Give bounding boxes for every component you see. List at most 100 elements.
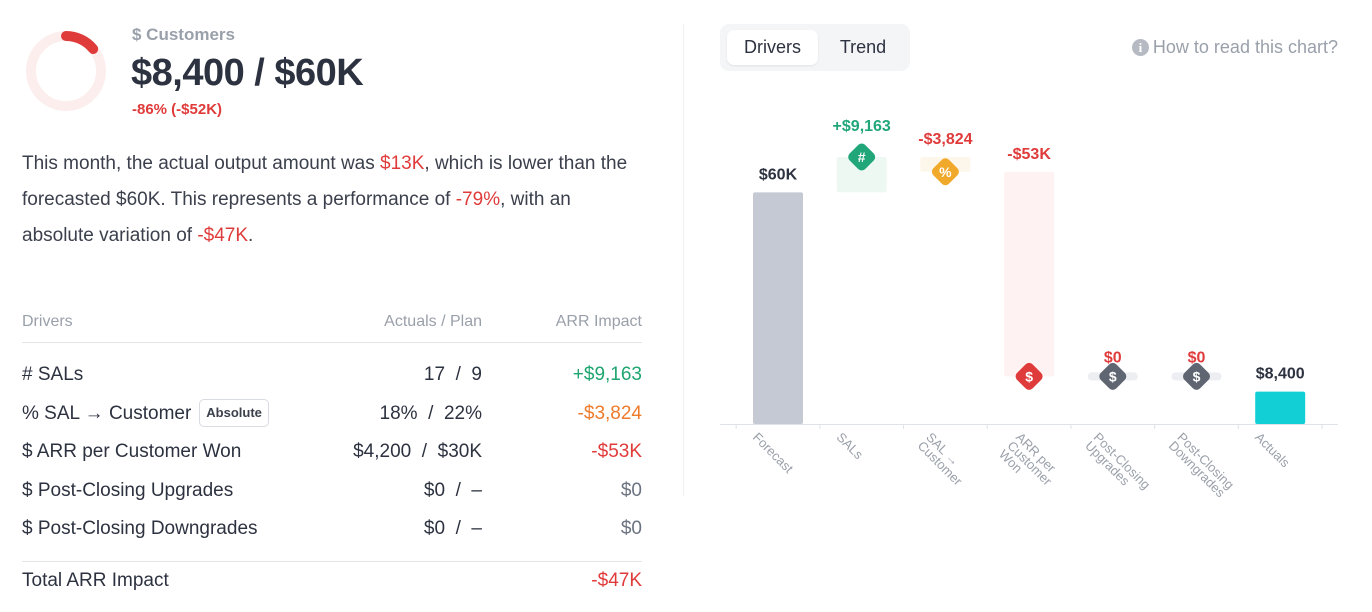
separator: / — [455, 364, 461, 385]
impact: $0 — [620, 518, 642, 540]
bar — [1255, 391, 1306, 424]
kpi-value: $8,400 / $60K — [131, 52, 364, 94]
driver-icon: $ — [1015, 362, 1043, 390]
tab-trend[interactable]: Trend — [839, 37, 887, 57]
table-row: $ Post-Closing Upgrades $0 / – $0 — [22, 472, 642, 510]
value-label: -$3,824 — [918, 131, 972, 148]
help-link[interactable]: i How to read this chart? — [1131, 37, 1338, 58]
actual: $4,200 — [353, 441, 412, 463]
separator: / — [455, 518, 461, 540]
info-icon: i — [1131, 39, 1149, 56]
total-row: Total ARR Impact -$47K — [22, 562, 642, 600]
table-row: # SALs 17 / 9 +$9,163 — [22, 356, 642, 394]
value-label: -$53K — [1007, 146, 1051, 163]
summary-part: $60K — [116, 189, 161, 210]
impact: -$53K — [591, 441, 642, 463]
table-row: % SAL → Customer Absolute 18% / 22% -$3,824 — [22, 395, 642, 433]
icon-diamond — [1099, 362, 1127, 390]
icon-diamond — [1015, 362, 1043, 390]
bar — [753, 192, 803, 424]
plan: – — [471, 518, 482, 540]
summary-part: -79% — [455, 189, 501, 210]
plan: 22% — [443, 402, 482, 424]
actual-plan: $0 / – — [424, 510, 482, 548]
actual-plan: 18% / 22% — [380, 395, 482, 433]
column-header: Drivers — [22, 313, 73, 330]
driver: $ Post-Closing Downgrades — [22, 510, 258, 548]
driver-name: $ Post-Closing Upgrades — [22, 479, 234, 501]
value-label: $60K — [759, 166, 798, 183]
x-tick-label: Post-ClosingDowngrades — [1166, 430, 1237, 501]
actual-plan: $0 / – — [424, 472, 482, 510]
icon-glyph: $ — [1193, 368, 1201, 384]
icon-glyph: $ — [1109, 368, 1117, 384]
actual: 18% — [379, 402, 418, 424]
progress-arc — [61, 31, 99, 54]
actual: 17 — [423, 364, 446, 385]
tab-bar: Drivers Trend — [720, 24, 910, 71]
actual-plan: $4,200 / $30K — [353, 433, 482, 471]
driver: % SAL → Customer Absolute — [22, 395, 269, 433]
summary: This month, the actual output amount was… — [22, 146, 632, 254]
summary-part: , with an absolute variation of — [22, 189, 571, 246]
value-label: $8,400 — [1256, 366, 1305, 383]
impact: +$9,163 — [572, 364, 642, 385]
icon-glyph: # — [858, 149, 866, 165]
summary-part: -$47K — [197, 225, 249, 246]
summary-part: This month, the actual output amount was — [22, 153, 381, 174]
bar — [836, 157, 887, 193]
driver: $ ARR per Customer Won — [22, 433, 241, 471]
total-label: Total ARR Impact — [22, 570, 169, 591]
x-tick-label: Post-ClosingUpgrades — [1082, 430, 1153, 501]
icon-diamond — [931, 158, 959, 186]
driver-name: # SALs — [22, 364, 84, 385]
separator: / — [421, 441, 428, 463]
x-tick-label: Forecast — [750, 430, 797, 477]
x-tick-label: ARR perCustomerWon — [996, 430, 1064, 498]
badge: Absolute — [199, 398, 269, 427]
summary-part: , which is lower than the forecasted — [22, 153, 628, 210]
summary-part: . This represents a performance of — [160, 189, 456, 210]
column-header: ARR Impact — [555, 313, 642, 330]
driver-name: $ ARR per Customer Won — [22, 441, 242, 463]
value-label: +$9,163 — [833, 118, 891, 135]
actual: $0 — [423, 518, 446, 540]
driver-icon: # — [848, 143, 876, 171]
actual-plan: 17 / 9 — [424, 356, 482, 394]
bar — [1004, 171, 1055, 377]
driver-icon: $ — [1099, 362, 1127, 390]
table-row: $ Post-Closing Downgrades $0 / – $0 — [22, 510, 642, 548]
value-label: $0 — [1188, 349, 1206, 366]
icon-diamond — [848, 143, 876, 171]
x-tick-label: SAL →Customer — [915, 430, 974, 489]
impact: -$3,824 — [577, 402, 642, 424]
impact: $0 — [620, 479, 642, 501]
driver: $ Post-Closing Upgrades — [22, 472, 233, 510]
tab-drivers[interactable]: Drivers — [727, 30, 818, 65]
plan: – — [471, 479, 482, 501]
plan: $30K — [437, 441, 482, 463]
card-border — [683, 24, 684, 496]
driver-name: % SAL → Customer — [22, 402, 192, 424]
x-tick-label: SALs — [834, 430, 867, 463]
driver-icon: $ — [1183, 362, 1210, 390]
driver: # SALs — [22, 356, 83, 394]
icon-glyph: % — [939, 164, 952, 180]
divider — [22, 342, 642, 343]
divider — [22, 561, 642, 562]
icon-glyph: $ — [1025, 368, 1033, 384]
driver-icon: % — [931, 158, 959, 186]
table-row: $ ARR per Customer Won $4,200 / $30K -$53K — [22, 433, 642, 471]
actual: $0 — [423, 479, 446, 501]
kpi-label: $ Customers — [132, 25, 235, 44]
total-impact: -$47K — [591, 570, 642, 591]
value-label: $0 — [1104, 349, 1122, 366]
separator: / — [428, 402, 434, 424]
summary-part: . — [248, 225, 254, 246]
column-header: Actuals / Plan — [384, 313, 482, 330]
separator: / — [455, 479, 461, 501]
plan: 9 — [471, 364, 482, 385]
driver-name: $ Post-Closing Downgrades — [22, 518, 258, 540]
